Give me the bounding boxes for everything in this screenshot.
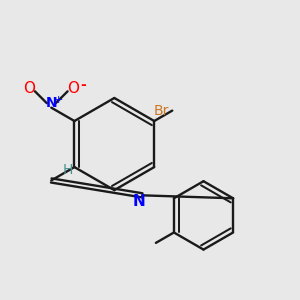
Text: Br: Br <box>154 103 169 118</box>
Text: O: O <box>23 81 35 96</box>
Text: N: N <box>46 96 57 110</box>
Text: H: H <box>62 163 73 177</box>
Text: +: + <box>54 95 63 105</box>
Text: -: - <box>80 78 86 92</box>
Text: N: N <box>133 194 146 209</box>
Text: O: O <box>68 81 80 96</box>
